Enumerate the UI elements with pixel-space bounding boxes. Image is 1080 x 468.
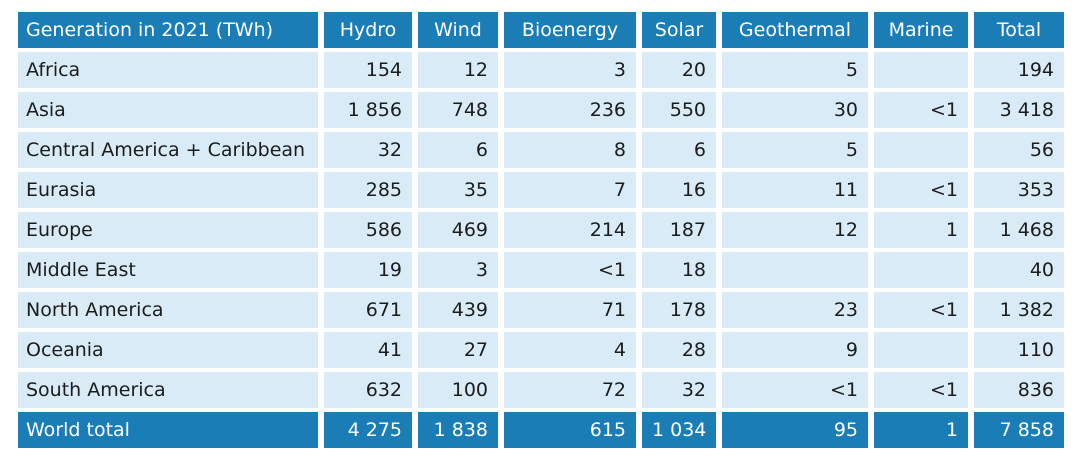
data-cell: 632 <box>324 372 412 408</box>
data-cell: 11 <box>722 172 868 208</box>
data-cell: 100 <box>418 372 498 408</box>
header-cell: Generation in 2021 (TWh) <box>18 12 318 48</box>
data-cell: <1 <box>722 372 868 408</box>
data-cell: 19 <box>324 252 412 288</box>
total-cell: 615 <box>504 412 636 448</box>
header-cell: Marine <box>874 12 968 48</box>
data-cell: 12 <box>418 52 498 88</box>
data-cell: 71 <box>504 292 636 328</box>
data-cell: 28 <box>642 332 716 368</box>
data-cell: 236 <box>504 92 636 128</box>
data-cell: 20 <box>642 52 716 88</box>
data-cell: 32 <box>324 132 412 168</box>
data-cell: 586 <box>324 212 412 248</box>
data-cell: 5 <box>722 52 868 88</box>
data-cell: 353 <box>974 172 1064 208</box>
data-cell: 18 <box>642 252 716 288</box>
data-cell: 7 <box>504 172 636 208</box>
data-cell: <1 <box>874 372 968 408</box>
data-cell: 40 <box>974 252 1064 288</box>
header-cell: Bioenergy <box>504 12 636 48</box>
data-cell: 27 <box>418 332 498 368</box>
row-label: Middle East <box>18 252 318 288</box>
total-label: World total <box>18 412 318 448</box>
data-cell <box>874 132 968 168</box>
data-cell: 41 <box>324 332 412 368</box>
data-cell: 194 <box>974 52 1064 88</box>
data-cell: 6 <box>418 132 498 168</box>
data-cell: 1 382 <box>974 292 1064 328</box>
data-cell: 8 <box>504 132 636 168</box>
row-label: Central America + Caribbean <box>18 132 318 168</box>
header-cell: Total <box>974 12 1064 48</box>
data-cell: <1 <box>874 92 968 128</box>
total-cell: 1 838 <box>418 412 498 448</box>
data-cell: <1 <box>504 252 636 288</box>
data-cell <box>874 252 968 288</box>
total-cell: 1 034 <box>642 412 716 448</box>
data-cell: 23 <box>722 292 868 328</box>
data-cell: 6 <box>642 132 716 168</box>
data-cell: 16 <box>642 172 716 208</box>
data-cell: 32 <box>642 372 716 408</box>
header-cell: Hydro <box>324 12 412 48</box>
data-cell: 1 <box>874 212 968 248</box>
total-cell: 95 <box>722 412 868 448</box>
data-cell: 671 <box>324 292 412 328</box>
data-cell: 3 <box>418 252 498 288</box>
data-cell: 35 <box>418 172 498 208</box>
row-label: Oceania <box>18 332 318 368</box>
generation-table: Generation in 2021 (TWh) Hydro Wind Bioener… <box>18 12 1064 448</box>
total-cell: 4 275 <box>324 412 412 448</box>
row-label: Asia <box>18 92 318 128</box>
data-cell: 30 <box>722 92 868 128</box>
data-cell: <1 <box>874 292 968 328</box>
data-cell: 285 <box>324 172 412 208</box>
total-cell: 1 <box>874 412 968 448</box>
data-cell: 154 <box>324 52 412 88</box>
data-cell <box>874 332 968 368</box>
data-cell: 469 <box>418 212 498 248</box>
data-cell: 56 <box>974 132 1064 168</box>
row-label: Europe <box>18 212 318 248</box>
total-cell: 7 858 <box>974 412 1064 448</box>
data-cell: 5 <box>722 132 868 168</box>
data-cell: 1 468 <box>974 212 1064 248</box>
data-cell: 3 418 <box>974 92 1064 128</box>
data-cell <box>874 52 968 88</box>
data-cell: 4 <box>504 332 636 368</box>
data-cell: 187 <box>642 212 716 248</box>
row-label: Eurasia <box>18 172 318 208</box>
data-cell: 178 <box>642 292 716 328</box>
data-cell: 9 <box>722 332 868 368</box>
header-cell: Wind <box>418 12 498 48</box>
data-cell: 439 <box>418 292 498 328</box>
data-cell: 836 <box>974 372 1064 408</box>
data-cell: 12 <box>722 212 868 248</box>
row-label: Africa <box>18 52 318 88</box>
header-cell: Solar <box>642 12 716 48</box>
row-label: North America <box>18 292 318 328</box>
header-cell: Geothermal <box>722 12 868 48</box>
data-cell: 3 <box>504 52 636 88</box>
data-cell: 214 <box>504 212 636 248</box>
data-cell <box>722 252 868 288</box>
row-label: South America <box>18 372 318 408</box>
data-cell: 110 <box>974 332 1064 368</box>
data-cell: <1 <box>874 172 968 208</box>
data-cell: 550 <box>642 92 716 128</box>
data-cell: 72 <box>504 372 636 408</box>
data-cell: 748 <box>418 92 498 128</box>
data-cell: 1 856 <box>324 92 412 128</box>
